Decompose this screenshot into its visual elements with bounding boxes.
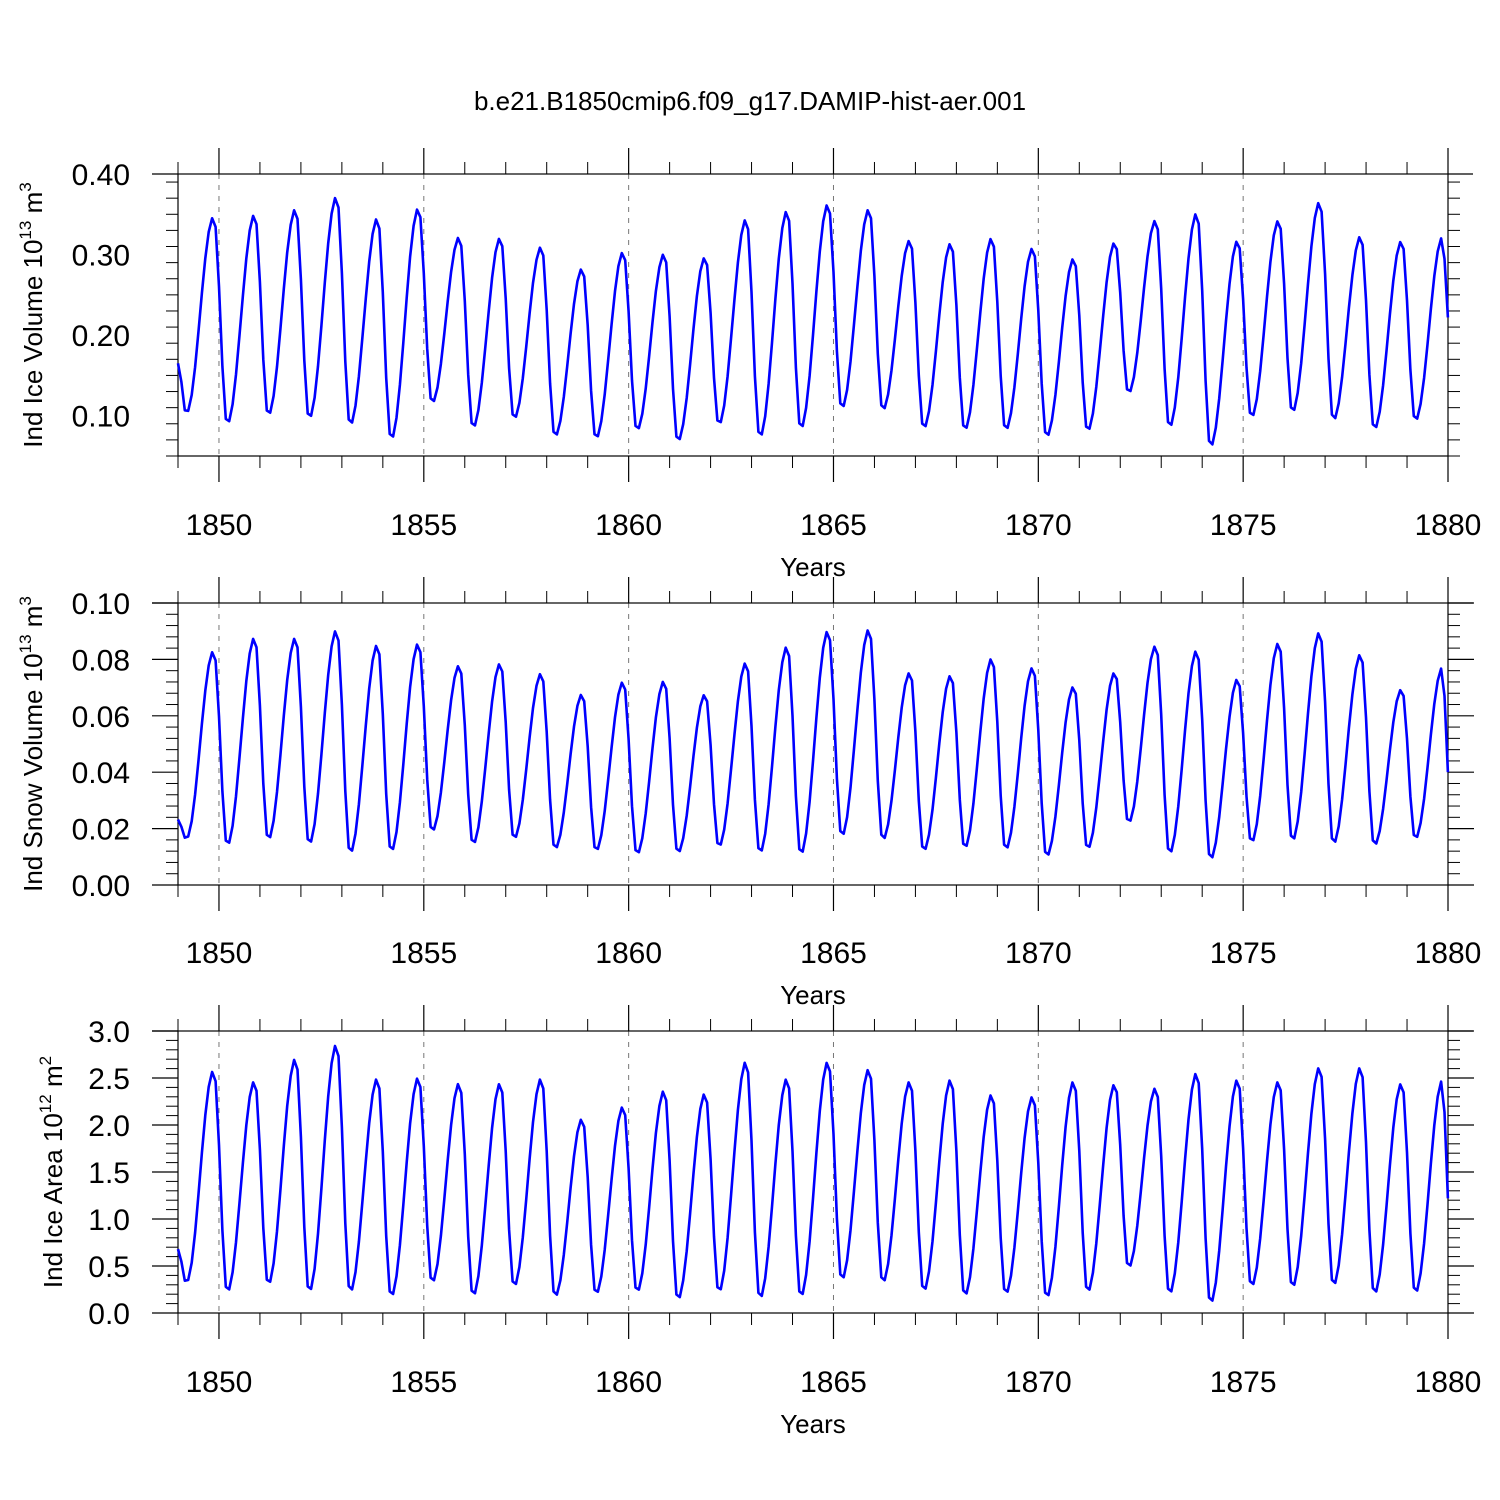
- y-tick-label: 0.08: [72, 644, 130, 677]
- y-tick-label: 0.06: [72, 701, 130, 734]
- y-tick-label: 0.40: [72, 159, 130, 192]
- y-tick-label: 0.00: [72, 870, 130, 903]
- plot-frame: [177, 173, 1449, 457]
- x-tick-label: 1880: [1415, 1366, 1482, 1399]
- plot-frame: [177, 602, 1449, 886]
- y-tick-label: 0.02: [72, 814, 130, 847]
- x-tick-label: 1850: [186, 1366, 253, 1399]
- panel-ice-volume: 0.10 0.20 0.30 0.40 1850 1855 1860 1865 1870 1875…: [16, 148, 1481, 582]
- y-tick-label: 0.10: [72, 401, 130, 434]
- y-tick-label: 0.10: [72, 588, 130, 621]
- y-tick-label: 0.30: [72, 240, 130, 273]
- plot-frame: [177, 1030, 1449, 1314]
- x-tick-label: 1865: [800, 937, 867, 970]
- y-tick-label: 0.04: [72, 757, 130, 790]
- x-tick-label: 1865: [800, 1366, 867, 1399]
- x-tick-label: 1870: [1005, 509, 1072, 542]
- series-line: [176, 196, 1450, 446]
- y-axis-label: Ind Ice Area 1012 m2: [36, 1056, 68, 1288]
- x-axis-label: Years: [780, 1409, 846, 1439]
- series-line: [176, 1044, 1450, 1302]
- y-tick-label: 2.0: [88, 1110, 130, 1143]
- series-line: [176, 629, 1450, 859]
- x-tick-label: 1880: [1415, 937, 1482, 970]
- y-tick-label: 1.0: [88, 1204, 130, 1237]
- x-axis-label: Years: [780, 552, 846, 582]
- x-tick-label: 1850: [186, 509, 253, 542]
- panel-ice-area: 0.0 0.5 1.0 1.5 2.0 2.5 3.0 1850 1855 1860 1865 187…: [36, 1005, 1481, 1439]
- x-tick-label: 1855: [390, 1366, 457, 1399]
- x-tick-label: 1875: [1210, 1366, 1277, 1399]
- y-tick-label: 0.0: [88, 1298, 130, 1331]
- x-axis-label: Years: [780, 980, 846, 1010]
- y-axis-label: Ind Ice Volume 1013 m3: [16, 182, 48, 447]
- x-tick-label: 1870: [1005, 1366, 1072, 1399]
- x-tick-label: 1860: [595, 509, 662, 542]
- x-tick-label: 1870: [1005, 937, 1072, 970]
- x-tick-label: 1855: [390, 509, 457, 542]
- x-tick-label: 1855: [390, 937, 457, 970]
- x-tick-label: 1860: [595, 1366, 662, 1399]
- panel-snow-volume: 0.00 0.02 0.04 0.06 0.08 0.10 1850 1855 1860 1865…: [16, 577, 1481, 1010]
- y-tick-label: 1.5: [88, 1157, 130, 1190]
- x-tick-label: 1875: [1210, 937, 1277, 970]
- y-axis-label: Ind Snow Volume 1013 m3: [16, 596, 48, 892]
- y-tick-label: 3.0: [88, 1016, 130, 1049]
- x-tick-label: 1860: [595, 937, 662, 970]
- x-tick-label: 1850: [186, 937, 253, 970]
- y-tick-label: 0.5: [88, 1251, 130, 1284]
- x-tick-label: 1875: [1210, 509, 1277, 542]
- x-tick-label: 1865: [800, 509, 867, 542]
- y-tick-label: 0.20: [72, 320, 130, 353]
- x-tick-label: 1880: [1415, 509, 1482, 542]
- y-tick-label: 2.5: [88, 1063, 130, 1096]
- chart-title: b.e21.B1850cmip6.f09_g17.DAMIP-hist-aer.…: [474, 86, 1026, 116]
